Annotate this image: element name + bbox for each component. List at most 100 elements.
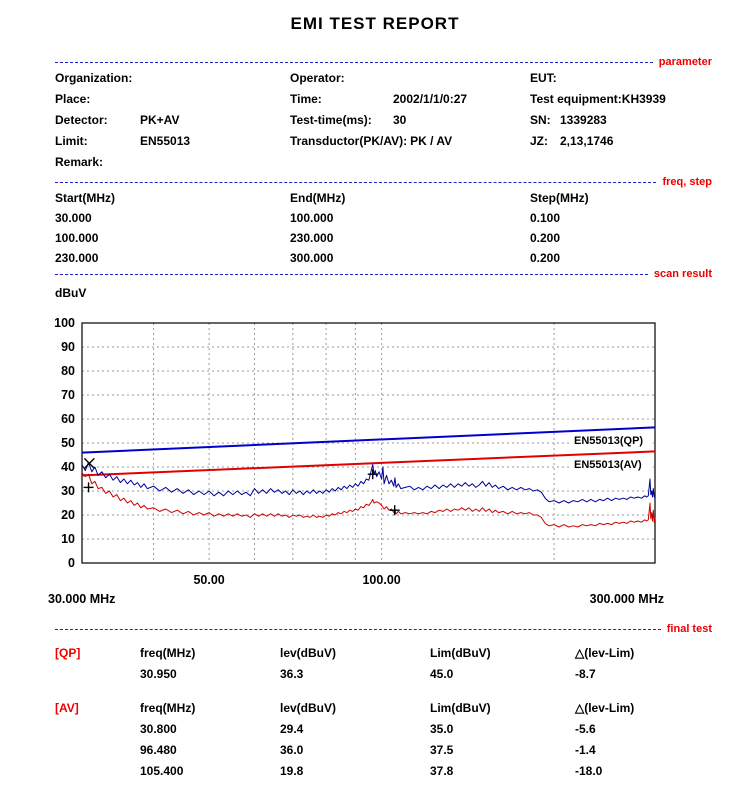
page-title: EMI TEST REPORT (290, 14, 460, 33)
time-label: Time: (290, 92, 322, 106)
av-delta: -5.6 (575, 722, 596, 736)
svg-text:20: 20 (61, 508, 75, 522)
svg-text:EN55013(QP): EN55013(QP) (574, 435, 643, 447)
av-lim: 37.5 (430, 743, 454, 757)
separator-line (55, 61, 653, 63)
av-section-label: [AV] (55, 701, 79, 715)
lev-header: lev(dBuV) (280, 701, 337, 715)
end-value: 300.000 (290, 251, 334, 265)
svg-text:EN55013(AV): EN55013(AV) (574, 459, 642, 471)
place-value (140, 89, 290, 110)
start-value: 30.000 (55, 211, 92, 225)
svg-text:30: 30 (61, 484, 75, 498)
test-time-value: 30 (393, 113, 407, 127)
svg-text:80: 80 (61, 364, 75, 378)
svg-text:100.00: 100.00 (362, 573, 400, 587)
test-time-field: Test-time(ms): 30 (290, 110, 530, 131)
separator-scan-result: scan result (55, 268, 712, 280)
delta-header: △(lev-Lim) (575, 646, 635, 660)
place-label: Place: (55, 92, 91, 106)
time-field: Time: 2002/1/1/0:27 (290, 89, 530, 110)
transductor-field: Transductor(PK/AV): PK / AV (290, 131, 530, 152)
section-label-scan-result: scan result (653, 268, 712, 280)
operator-field: Operator: (290, 68, 530, 89)
eut-label: EUT: (530, 71, 557, 85)
av-lev: 29.4 (280, 722, 304, 736)
step-value: 0.100 (530, 211, 561, 225)
av-result-table: [AV] freq(MHz) lev(dBuV) Lim(dBuV) △(lev… (55, 698, 634, 782)
start-mhz-header: Start(MHz) (55, 191, 115, 205)
end-value: 230.000 (290, 231, 334, 245)
param-row-1: Organization: Operator: EUT: (55, 68, 666, 89)
end-value: 100.000 (290, 211, 334, 225)
sn-label: SN: (530, 113, 551, 127)
sn-value: 1339283 (560, 113, 607, 127)
parameter-block: Organization: Operator: EUT: Place: Time… (55, 68, 666, 173)
lim-header: Lim(dBuV) (430, 646, 491, 660)
detector-label: Detector: (55, 113, 108, 127)
freq-header: freq(MHz) (140, 646, 196, 660)
detector-value: PK+AV (140, 113, 180, 127)
svg-text:50: 50 (61, 436, 75, 450)
av-lev: 36.0 (280, 743, 304, 757)
av-header-row: [AV] freq(MHz) lev(dBuV) Lim(dBuV) △(lev… (55, 698, 634, 719)
svg-text:30.000 MHz: 30.000 MHz (48, 592, 115, 606)
jz-label: JZ: (530, 134, 548, 148)
freq-step-header-row: Start(MHz) End(MHz) Step(MHz) (55, 188, 589, 208)
test-equipment-label: Test equipment: (530, 92, 622, 106)
freq-header: freq(MHz) (140, 701, 196, 715)
time-value: 2002/1/1/0:27 (393, 92, 468, 106)
av-result-row: 96.480 36.0 37.5 -1.4 (55, 740, 634, 761)
section-label-freq-step: freq, step (662, 176, 712, 188)
start-value: 100.000 (55, 231, 99, 245)
av-freq: 30.800 (140, 722, 177, 736)
limit-label: Limit: (55, 134, 88, 148)
svg-text:300.000 MHz: 300.000 MHz (590, 592, 664, 606)
section-label-parameter: parameter (658, 56, 712, 68)
qp-freq: 30.950 (140, 667, 177, 681)
organization-label: Organization: (55, 71, 133, 85)
freq-step-row: 100.000 230.000 0.200 (55, 228, 589, 248)
step-value: 0.200 (530, 251, 561, 265)
limit-value: EN55013 (140, 134, 191, 148)
svg-text:100: 100 (54, 316, 75, 330)
param-row-2: Place: Time: 2002/1/1/0:27 Test equipment… (55, 89, 666, 110)
av-freq: 105.400 (140, 764, 184, 778)
delta-header: △(lev-Lim) (575, 701, 635, 715)
svg-text:0: 0 (68, 556, 75, 570)
av-delta: -1.4 (575, 743, 596, 757)
svg-text:50.00: 50.00 (193, 573, 224, 587)
av-result-row: 105.400 19.8 37.8 -18.0 (55, 761, 634, 782)
separator-freq-step: freq, step (55, 176, 712, 188)
av-delta: -18.0 (575, 764, 603, 778)
av-lim: 35.0 (430, 722, 454, 736)
freq-step-row: 230.000 300.000 0.200 (55, 248, 589, 268)
param-row-5: Remark: (55, 152, 666, 173)
av-result-row: 30.800 29.4 35.0 -5.6 (55, 719, 634, 740)
separator-final-test: final test (55, 623, 712, 635)
lev-header: lev(dBuV) (280, 646, 337, 660)
separator-line (55, 628, 661, 630)
qp-header-row: [QP] freq(MHz) lev(dBuV) Lim(dBuV) △(lev… (55, 643, 634, 664)
remark-label: Remark: (55, 155, 104, 169)
qp-lim: 45.0 (430, 667, 454, 681)
transductor-label: Transductor(PK/AV): (290, 134, 408, 148)
y-axis-unit-label: dBuV (55, 286, 87, 300)
transductor-value: PK / AV (410, 134, 453, 148)
sn-field: SN: 1339283 (530, 110, 607, 131)
organization-value (140, 68, 290, 89)
test-equipment-field: Test equipment:KH3939 (530, 89, 666, 110)
freq-step-table: Start(MHz) End(MHz) Step(MHz) 30.000 100… (55, 188, 589, 268)
svg-text:10: 10 (61, 532, 75, 546)
jz-field: JZ: 2,13,1746 (530, 131, 613, 152)
svg-text:90: 90 (61, 340, 75, 354)
av-lim: 37.8 (430, 764, 454, 778)
step-value: 0.200 (530, 231, 561, 245)
svg-text:60: 60 (61, 412, 75, 426)
qp-result-row: 30.950 36.3 45.0 -8.7 (55, 664, 634, 685)
qp-section-label: [QP] (55, 646, 81, 660)
freq-step-row: 30.000 100.000 0.100 (55, 208, 589, 228)
jz-value: 2,13,1746 (560, 134, 614, 148)
end-mhz-header: End(MHz) (290, 191, 346, 205)
